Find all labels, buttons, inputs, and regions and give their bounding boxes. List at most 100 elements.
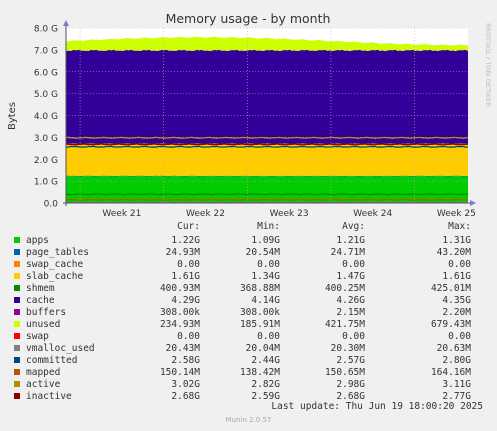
legend-cur-value: 308.00k — [159, 307, 200, 318]
legend-row-inactive: inactive 2.68G 2.59G 2.68G 2.77G — [0, 391, 497, 403]
legend-swatch — [14, 249, 20, 255]
legend-avg-value: 4.26G — [336, 295, 365, 306]
legend-label: buffers — [26, 307, 67, 318]
munin-version: Munin 2.0.57 — [225, 416, 272, 424]
legend-row-slab_cache: slab_cache 1.61G 1.34G 1.47G 1.61G — [0, 271, 497, 283]
legend-label: swap_cache — [26, 259, 84, 270]
header-max: Max: — [448, 221, 471, 232]
legend-max-value: 0.00 — [448, 331, 471, 342]
legend-min-value: 368.88M — [239, 283, 280, 294]
legend-max-value: 1.61G — [442, 271, 471, 282]
legend-min-value: 138.42M — [239, 367, 280, 378]
header-min: Min: — [257, 221, 280, 232]
legend-max-value: 20.63M — [436, 343, 471, 354]
y-tick-label: 0.0 — [44, 200, 59, 210]
x-tick-label: Week 24 — [353, 209, 392, 219]
legend-max-value: 679.43M — [430, 319, 471, 330]
area-apps — [66, 176, 468, 203]
legend-avg-value: 0.00 — [342, 259, 365, 270]
legend-max-value: 4.35G — [442, 295, 471, 306]
y-axis-label: Bytes — [7, 102, 18, 130]
y-tick-label: 4.0 G — [34, 112, 58, 122]
line-inactive — [65, 143, 469, 146]
legend-min-value: 20.04M — [245, 343, 280, 354]
legend-max-value: 425.01M — [430, 283, 471, 294]
legend-swatch — [14, 333, 20, 339]
legend-label: shmem — [26, 283, 55, 294]
legend-max-value: 164.16M — [430, 367, 471, 378]
legend-min-value: 4.14G — [251, 295, 280, 306]
x-axis-arrow — [470, 200, 476, 206]
header-cur: Cur: — [177, 221, 200, 232]
legend-cur-value: 4.29G — [171, 295, 200, 306]
line-shmem — [65, 193, 469, 196]
y-ticks: 0.0 1.0 G 2.0 G 3.0 G 4.0 G 5.0 G 6.0 G 7.0 G 8.… — [34, 25, 58, 210]
legend-cur-value: 234.93M — [159, 319, 200, 330]
legend-row-committed: committed 2.58G 2.44G 2.57G 2.80G — [0, 355, 497, 367]
legend-avg-value: 0.00 — [342, 331, 365, 342]
legend-swatch — [14, 309, 20, 315]
legend-swatch — [14, 261, 20, 267]
legend-swatch — [14, 357, 20, 363]
legend-row-mapped: mapped 150.14M 138.42M 150.65M 164.16M — [0, 367, 497, 379]
legend-avg-value: 24.71M — [330, 247, 365, 258]
legend-min-value: 20.54M — [245, 247, 280, 258]
legend-swatch — [14, 369, 20, 375]
legend-cur-value: 1.61G — [171, 271, 200, 282]
y-tick-label: 3.0 G — [34, 134, 58, 144]
legend-min-value: 185.91M — [239, 319, 280, 330]
legend-max-value: 43.20M — [436, 247, 471, 258]
grid — [66, 27, 468, 203]
area-page_tables — [66, 175, 468, 177]
legend-cur-value: 1.22G — [171, 235, 200, 246]
area-buffers — [66, 49, 468, 52]
legend-row-shmem: shmem 400.93M 368.88M 400.25M 425.01M — [0, 283, 497, 295]
line-committed — [65, 145, 469, 148]
legend-label: unused — [26, 319, 61, 330]
legend-row-apps: apps 1.22G 1.09G 1.21G 1.31G — [0, 235, 497, 247]
x-tick-label: Week 25 — [437, 209, 476, 219]
line-mapped — [65, 198, 469, 201]
x-tick-label: Week 23 — [270, 209, 309, 219]
chart-title: Memory usage - by month — [166, 11, 331, 26]
legend-avg-value: 2.57G — [336, 355, 365, 366]
rrdtool-credit: RRDTOOL / TOBI OETIKER — [484, 23, 492, 107]
x-ticks: Week 21 Week 22 Week 23 Week 24 Week 25 — [102, 209, 475, 219]
legend-min-value: 308.00k — [239, 307, 280, 318]
line-active — [65, 136, 469, 140]
legend-avg-value: 2.68G — [336, 391, 365, 402]
legend-label: inactive — [26, 391, 72, 402]
legend-avg-value: 400.25M — [324, 283, 365, 294]
legend-row-swap: swap 0.00 0.00 0.00 0.00 — [0, 331, 497, 343]
legend-cur-value: 400.93M — [159, 283, 200, 294]
legend-avg-value: 2.15M — [336, 307, 365, 318]
y-tick-label: 6.0 G — [34, 68, 58, 78]
legend-max-value: 0.00 — [448, 259, 471, 270]
legend-cur-value: 0.00 — [177, 259, 200, 270]
legend-cur-value: 3.02G — [171, 379, 200, 390]
legend-cur-value: 20.43M — [165, 343, 200, 354]
last-update: Last update: Thu Jun 19 18:00:20 2025 — [271, 401, 483, 412]
legend-max-value: 2.77G — [442, 391, 471, 402]
legend-min-value: 1.34G — [251, 271, 280, 282]
legend-cur-value: 0.00 — [177, 331, 200, 342]
y-tick-label: 7.0 G — [34, 46, 58, 56]
legend-row-swap_cache: swap_cache 0.00 0.00 0.00 0.00 — [0, 259, 497, 271]
y-tick-label: 8.0 G — [34, 25, 58, 35]
y-tick-label: 1.0 G — [34, 178, 58, 188]
legend-label: committed — [26, 355, 78, 366]
legend-max-value: 2.80G — [442, 355, 471, 366]
legend-max-value: 3.11G — [442, 379, 471, 390]
legend-swatch — [14, 345, 20, 351]
legend-cur-value: 150.14M — [159, 367, 200, 378]
legend-min-value: 2.44G — [251, 355, 280, 366]
overlay-lines — [65, 136, 469, 204]
legend-row-buffers: buffers 308.00k 308.00k 2.15M 2.20M — [0, 307, 497, 319]
legend-row-unused: unused 234.93M 185.91M 421.75M 679.43M — [0, 319, 497, 331]
legend-min-value: 2.82G — [251, 379, 280, 390]
area-slab_cache — [66, 143, 468, 176]
legend-min-value: 0.00 — [257, 331, 280, 342]
legend-label: page_tables — [26, 247, 89, 258]
legend-row-page_tables: page_tables 24.93M 20.54M 24.71M 43.20M — [0, 247, 497, 259]
y-axis-arrow — [63, 20, 69, 26]
